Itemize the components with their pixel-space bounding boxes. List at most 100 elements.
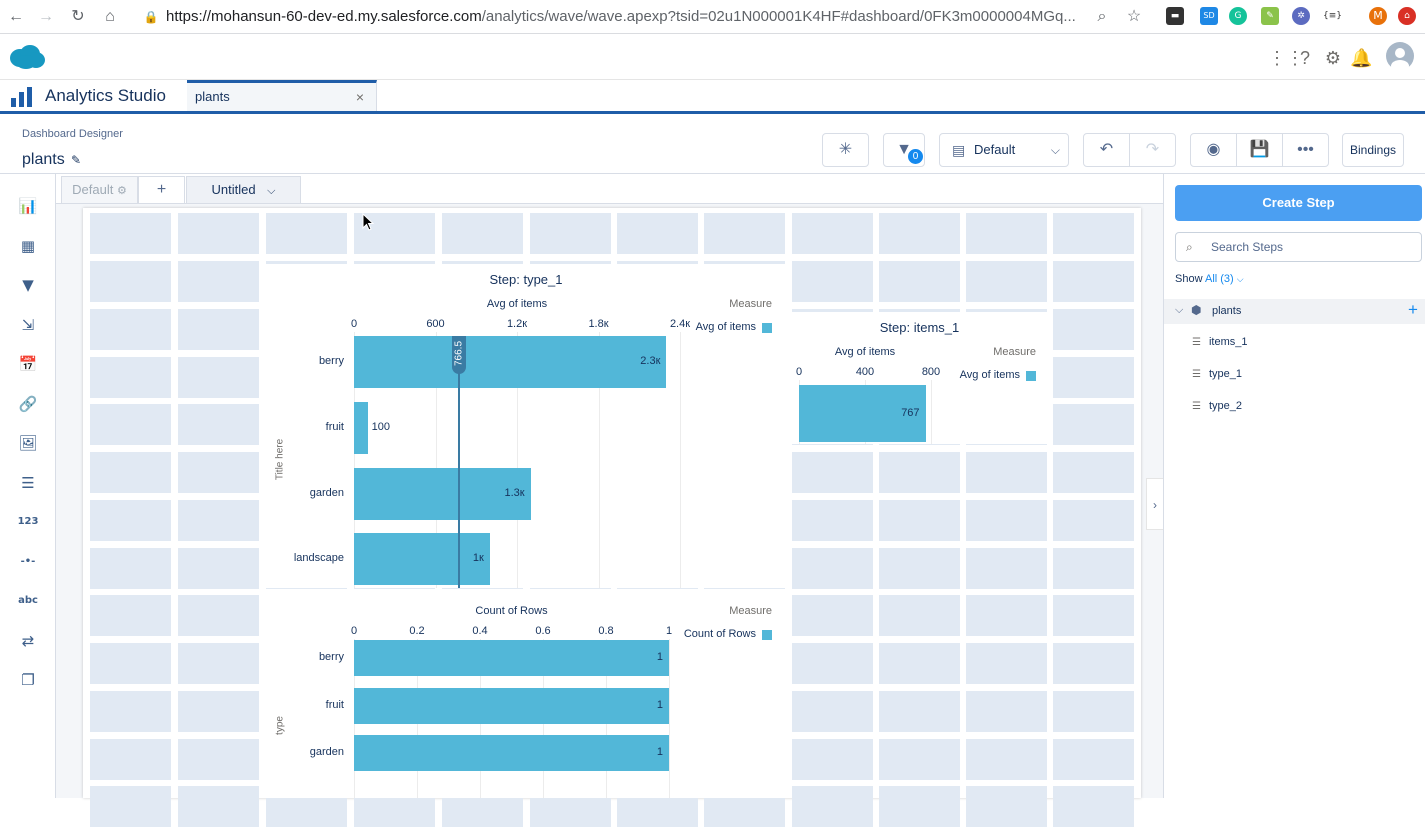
extension-gear-icon[interactable]: ✲ — [1292, 7, 1310, 25]
compare-table-icon[interactable]: ⇲ — [21, 315, 35, 334]
add-page-button[interactable]: + — [138, 176, 185, 203]
legend-swatch — [762, 630, 772, 640]
range-icon[interactable]: -•- — [20, 555, 36, 567]
grid-cell — [879, 213, 960, 254]
link-icon[interactable]: 🔗 — [18, 394, 38, 413]
app-launcher-icon[interactable]: ⋮⋮ — [1268, 48, 1304, 68]
create-step-button[interactable]: Create Step — [1175, 185, 1422, 221]
extension-grammarly-icon[interactable]: G — [1229, 7, 1247, 25]
date-icon[interactable]: 📅 — [18, 355, 38, 373]
search-steps-input[interactable]: ⌕ Search Steps — [1175, 232, 1422, 262]
layout-select[interactable]: ▤ Default ⌵ — [939, 133, 1069, 167]
add-step-icon[interactable]: + — [1408, 300, 1418, 319]
tick-label: 1 — [665, 625, 673, 637]
chart-type-1[interactable]: Step: type_1 Avg of items Measure Avg of it… — [266, 264, 786, 588]
help-icon[interactable]: ? — [1299, 48, 1310, 68]
show-filter[interactable]: Show All (3) ⌵ — [1175, 273, 1244, 285]
page-tab-default[interactable]: Default ⚙ — [61, 176, 138, 203]
y-axis-title: Title here — [274, 438, 286, 481]
home-icon[interactable]: ⌂ — [105, 8, 115, 25]
show-value[interactable]: All (3) — [1204, 273, 1234, 285]
zoom-icon[interactable]: ⌕ — [1097, 8, 1107, 25]
chart-title: Step: items_1 — [879, 320, 960, 335]
salesforce-cloud-icon[interactable] — [8, 44, 46, 70]
extension-json-icon[interactable]: {≡} — [1323, 7, 1342, 25]
extension-home-icon[interactable]: ⌂ — [1398, 7, 1416, 25]
step-item[interactable]: ☰ type_2 — [1192, 400, 1242, 412]
bookmark-star-icon[interactable]: ☆ — [1126, 8, 1142, 25]
text-icon[interactable]: abc — [18, 595, 38, 606]
extension-color-icon[interactable]: ✎ — [1261, 7, 1279, 25]
bar[interactable] — [799, 385, 926, 442]
back-icon[interactable]: ← — [8, 8, 24, 25]
more-actions-button[interactable]: ••• — [1282, 133, 1329, 167]
grid-cell — [90, 357, 171, 398]
properties-button[interactable]: ✳ — [822, 133, 869, 167]
bar[interactable] — [354, 640, 669, 676]
redo-button[interactable]: ↷ — [1129, 133, 1176, 167]
page-tab-untitled-label: Untitled — [211, 182, 256, 197]
forward-icon[interactable]: → — [38, 8, 54, 25]
legend-entry[interactable]: Avg of items — [959, 369, 1020, 381]
bar[interactable] — [354, 467, 531, 520]
grid-cell — [792, 548, 873, 589]
legend-entry[interactable]: Avg of items — [695, 321, 756, 333]
tick-label: 0.2 — [409, 625, 425, 637]
step-item[interactable]: ☰ items_1 — [1192, 336, 1248, 348]
chart-items-1[interactable]: Step: items_1 Avg of items Measure Avg of i… — [792, 312, 1047, 444]
settings-gear-icon[interactable]: ⚙ — [1324, 48, 1342, 68]
container-icon[interactable]: ❐ — [21, 671, 35, 689]
tick-label: 600 — [426, 318, 445, 330]
grid-cell — [90, 261, 171, 302]
preview-button[interactable]: ◉ — [1190, 133, 1237, 167]
close-tab-icon[interactable]: × — [355, 89, 364, 105]
dashboard-canvas[interactable]: Step: type_1 Avg of items Measure Avg of it… — [83, 208, 1141, 827]
chevron-down-icon[interactable]: ⌵ — [1175, 304, 1184, 316]
dataset-icon: ⬢ — [1191, 303, 1202, 317]
extension-sd-icon[interactable]: SD — [1200, 7, 1218, 25]
gear-icon[interactable]: ⚙ — [116, 185, 127, 197]
table-icon[interactable]: ▦ — [20, 236, 36, 255]
bar[interactable] — [354, 735, 669, 772]
number-icon[interactable]: 123 — [17, 516, 39, 527]
page-tabs: Default ⚙ + Untitled ⌵ — [56, 174, 1163, 204]
dataset-row[interactable]: ⌵ ⬢ plants + — [1164, 299, 1425, 324]
notifications-bell-icon[interactable]: 🔔 — [1350, 48, 1373, 68]
user-avatar[interactable] — [1386, 42, 1414, 72]
layout-select-value: Default — [974, 142, 1016, 157]
reference-line[interactable] — [458, 336, 461, 588]
save-button[interactable]: 💾 — [1236, 133, 1283, 167]
bar[interactable] — [354, 687, 669, 724]
tick-label: 0 — [350, 625, 358, 637]
profile-avatar[interactable]: M — [1369, 7, 1387, 25]
bar[interactable] — [354, 533, 490, 586]
bindings-button[interactable]: Bindings — [1342, 133, 1404, 167]
edit-pencil-icon[interactable]: ✎ — [71, 153, 82, 167]
dashboard-tab[interactable]: plants × — [187, 80, 377, 111]
collapse-panel-handle[interactable]: › — [1146, 478, 1163, 530]
chart-type-2[interactable]: Count of Rows Measure Count of Rows 0 0.2 0.4… — [266, 595, 786, 798]
reload-icon[interactable]: ↻ — [71, 8, 85, 25]
list-icon[interactable]: ☰ — [21, 473, 35, 492]
filter-icon[interactable]: ▼ — [22, 276, 34, 294]
browser-toolbar: ← → ↻ ⌂ 🔒 https://mohansun-60-dev-ed.my.… — [0, 0, 1425, 34]
step-item-label: items_1 — [1208, 336, 1248, 348]
reference-line-value: 766.5 — [453, 340, 465, 367]
data-label: 1 — [656, 698, 663, 711]
legend-entry[interactable]: Count of Rows — [683, 628, 756, 640]
dataset-name: plants — [1212, 305, 1242, 317]
bar-chart-icon[interactable]: 📊 — [18, 197, 38, 215]
step-item[interactable]: ☰ type_1 — [1192, 368, 1242, 380]
x-axis-title: Count of Rows — [475, 605, 548, 617]
undo-button[interactable]: ↶ — [1083, 133, 1130, 167]
grid-cell — [792, 691, 873, 732]
gridline — [598, 332, 600, 588]
bar[interactable] — [354, 336, 667, 388]
bar[interactable] — [354, 401, 368, 454]
grid-cell — [966, 643, 1047, 684]
extension-terminal-icon[interactable]: ▬ — [1166, 7, 1184, 25]
page-tab-untitled[interactable]: Untitled ⌵ — [186, 176, 301, 203]
image-icon[interactable]: 🖼 — [18, 434, 38, 452]
address-bar[interactable]: https://mohansun-60-dev-ed.my.salesforce… — [166, 4, 1178, 30]
toggle-icon[interactable]: ⇄ — [21, 631, 35, 650]
